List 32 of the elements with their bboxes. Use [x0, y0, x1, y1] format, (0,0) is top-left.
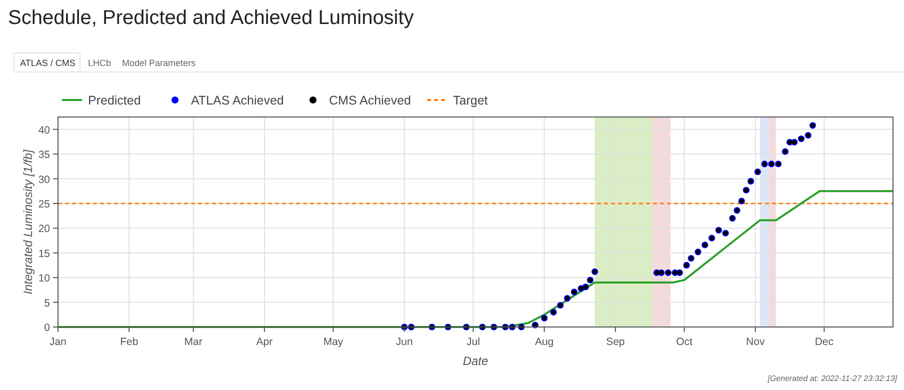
x-tick-label: May	[323, 336, 344, 348]
x-axis-title: Date	[462, 354, 488, 368]
x-tick-label: Jun	[396, 336, 414, 348]
y-tick-label: 0	[44, 322, 50, 334]
text: Model Parameters	[122, 58, 196, 68]
x-tick-label: Oct	[676, 336, 692, 348]
y-tick-label: 40	[38, 124, 50, 136]
y-tick-label: 15	[38, 248, 50, 260]
x-tick-label: Dec	[814, 336, 834, 348]
x-tick-label: Sep	[606, 336, 625, 348]
legend-label: CMS Achieved	[329, 94, 412, 108]
text: ATLAS / CMS	[20, 58, 76, 68]
y-tick-label: 5	[44, 297, 50, 310]
legend-label: ATLAS Achieved	[191, 94, 284, 108]
y-tick-label: 25	[38, 198, 50, 210]
y-tick-label: 35	[38, 149, 50, 162]
x-tick-label: Aug	[534, 336, 554, 348]
legend-label: Target	[453, 94, 488, 108]
text: LHCb	[88, 58, 112, 68]
x-tick-label: Nov	[746, 336, 766, 348]
x-tick-label: Feb	[120, 336, 138, 348]
legend-label: Predicted	[88, 94, 141, 108]
x-tick-label: Jan	[50, 336, 67, 348]
y-tick-label: 30	[38, 174, 50, 186]
x-tick-label: Apr	[256, 336, 274, 348]
y-axis-title: Integrated Luminosity [1/fb]	[21, 148, 35, 294]
y-tick-label: 20	[38, 223, 50, 236]
chart-title: Schedule, Predicted and Achieved Luminosity	[8, 7, 414, 29]
x-tick-label: Jul	[466, 336, 480, 348]
text: [Generated at: 2022-11-27 23:32:13]	[766, 374, 898, 383]
y-tick-label: 10	[38, 272, 50, 285]
x-tick-label: Mar	[184, 336, 203, 348]
